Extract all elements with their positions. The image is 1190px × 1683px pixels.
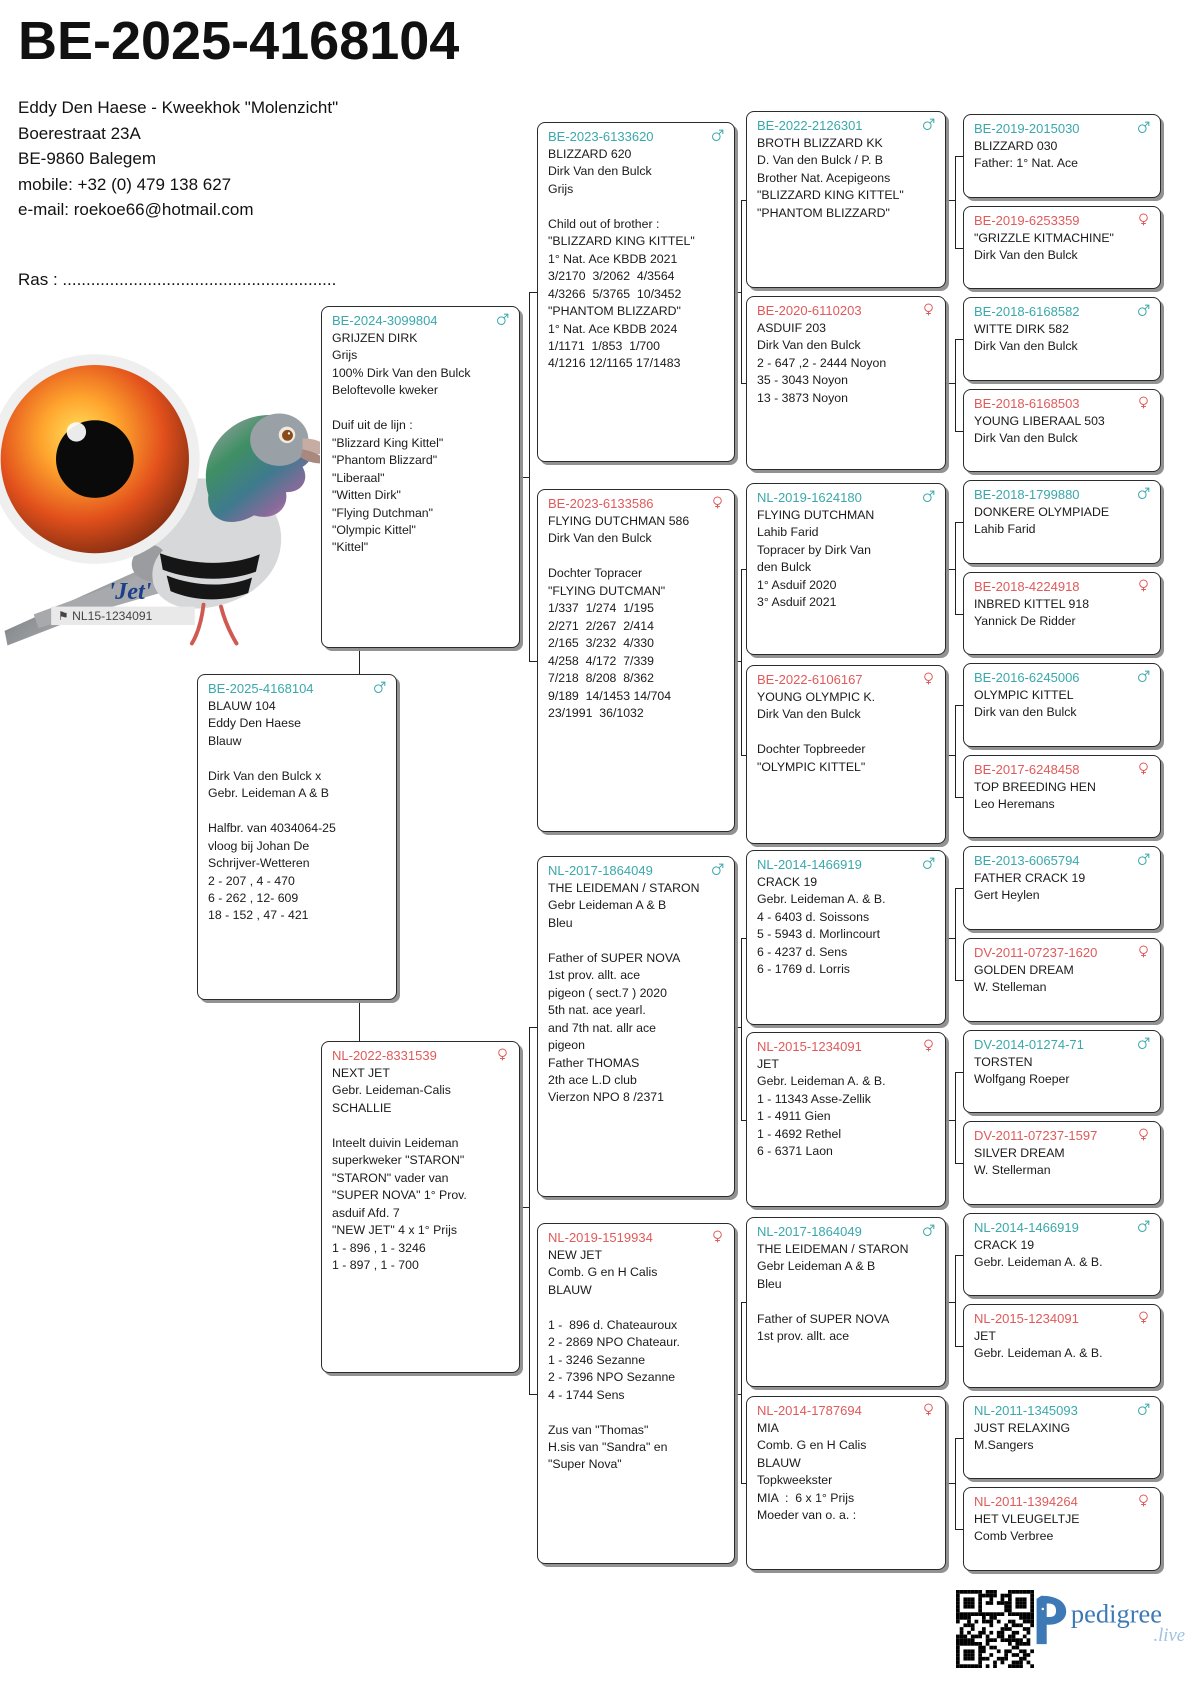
svg-text:pedigree: pedigree: [1071, 1598, 1162, 1628]
svg-text:'Jet': 'Jet': [108, 578, 151, 605]
svg-text:.live: .live: [1153, 1625, 1185, 1646]
svg-text:⚑ NL15-1234091: ⚑ NL15-1234091: [58, 609, 153, 623]
